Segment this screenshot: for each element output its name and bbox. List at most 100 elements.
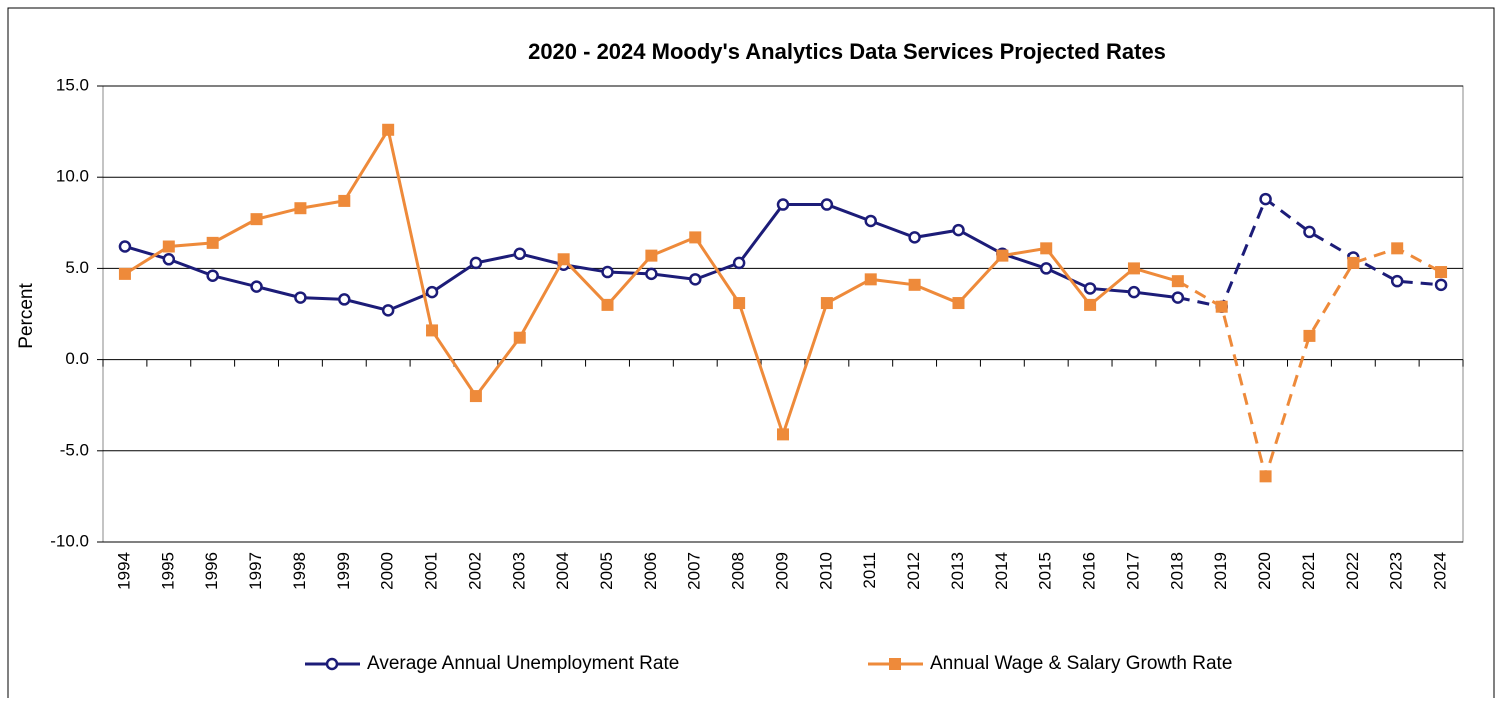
marker [1171,275,1184,288]
marker [777,428,789,441]
marker [952,297,965,310]
marker [118,267,131,280]
x-tick-label: 2010 [816,552,835,590]
marker [1259,192,1272,206]
marker [1435,266,1448,279]
x-tick-label: 2015 [1036,552,1055,590]
marker [996,249,1009,262]
x-tick-label: 1998 [290,552,309,590]
y-tick-label: 5.0 [65,258,89,277]
y-tick-label: 0.0 [65,349,89,368]
marker [732,256,746,270]
x-tick-label: 2018 [1167,552,1186,590]
x-tick-label: 2022 [1343,552,1362,590]
plot-area [102,85,1464,543]
x-tick-label: 2014 [992,552,1011,590]
x-tick-label: 2008 [729,552,748,590]
chart-title: 2020 - 2024 Moody's Analytics Data Servi… [528,39,1166,64]
y-tick-label: 15.0 [56,75,89,94]
x-tick-label: 2002 [465,552,484,590]
marker [513,247,527,261]
x-tick-label: 2020 [1255,552,1274,590]
frame [7,7,1495,703]
marker [1127,285,1141,299]
marker [908,231,921,244]
legend-marker [889,658,901,670]
legend-marker [325,657,339,671]
marker [1390,274,1404,288]
y-tick-label: 10.0 [56,167,89,186]
x-tick-label: 1999 [334,552,353,590]
x-tick-label: 2024 [1431,552,1450,590]
y-tick-label: -5.0 [60,440,89,459]
x-tick-label: 2016 [1080,552,1099,590]
marker [118,240,132,253]
marker [1391,242,1404,255]
marker [206,236,219,249]
marker [557,253,570,266]
marker [733,297,746,310]
x-tick-label: 2001 [422,552,441,590]
x-tick-label: 1995 [158,552,177,590]
marker [1171,291,1185,304]
marker [1215,300,1228,313]
marker [382,123,395,136]
x-tick-label: 2004 [553,552,572,590]
marker [381,304,395,317]
marker [1303,329,1316,342]
legend-label: Average Annual Unemployment Rate [367,653,679,674]
x-tick-label: 2005 [597,552,616,590]
marker [689,231,702,244]
marker [425,285,439,299]
marker [513,331,526,344]
x-tick-label: 2021 [1299,552,1318,590]
y-tick-label: -10.0 [50,531,89,550]
x-tick-label: 2023 [1387,552,1406,590]
marker [689,273,702,286]
marker [820,198,834,211]
marker [338,194,351,207]
marker [908,278,921,291]
marker [294,291,307,304]
marker [162,253,176,266]
x-tick-label: 2019 [1211,552,1230,590]
x-tick-label: 2012 [904,552,923,590]
marker [601,265,614,279]
marker [776,198,790,211]
marker [1127,262,1140,275]
marker [469,256,483,270]
marker [864,273,877,286]
x-tick-label: 2011 [860,552,879,589]
x-tick-label: 1996 [202,552,221,590]
marker [426,324,439,337]
marker [1040,242,1053,255]
marker [864,214,877,228]
marker [645,267,658,281]
marker [1347,256,1360,269]
marker [1083,282,1097,295]
x-tick-label: 2017 [1123,552,1142,590]
marker [206,269,219,282]
marker [645,249,658,262]
legend-label: Annual Wage & Salary Growth Rate [930,653,1232,674]
marker [1084,298,1097,311]
marker [952,223,965,237]
x-tick-label: 2000 [378,552,397,590]
x-tick-label: 2003 [509,552,528,590]
marker [338,293,351,306]
marker [601,298,614,311]
series-line [124,125,1179,440]
x-tick-label: 2007 [685,552,704,590]
x-tick-label: 2006 [641,552,660,590]
marker [1259,470,1272,483]
y-axis-label: Percent [16,283,37,349]
x-tick-label: 2009 [772,552,791,590]
marker [1434,278,1448,292]
marker [162,240,175,253]
marker [469,390,482,403]
x-tick-label: 1994 [114,552,133,590]
marker [250,213,263,226]
x-tick-label: 1997 [246,552,265,590]
marker [820,297,833,310]
